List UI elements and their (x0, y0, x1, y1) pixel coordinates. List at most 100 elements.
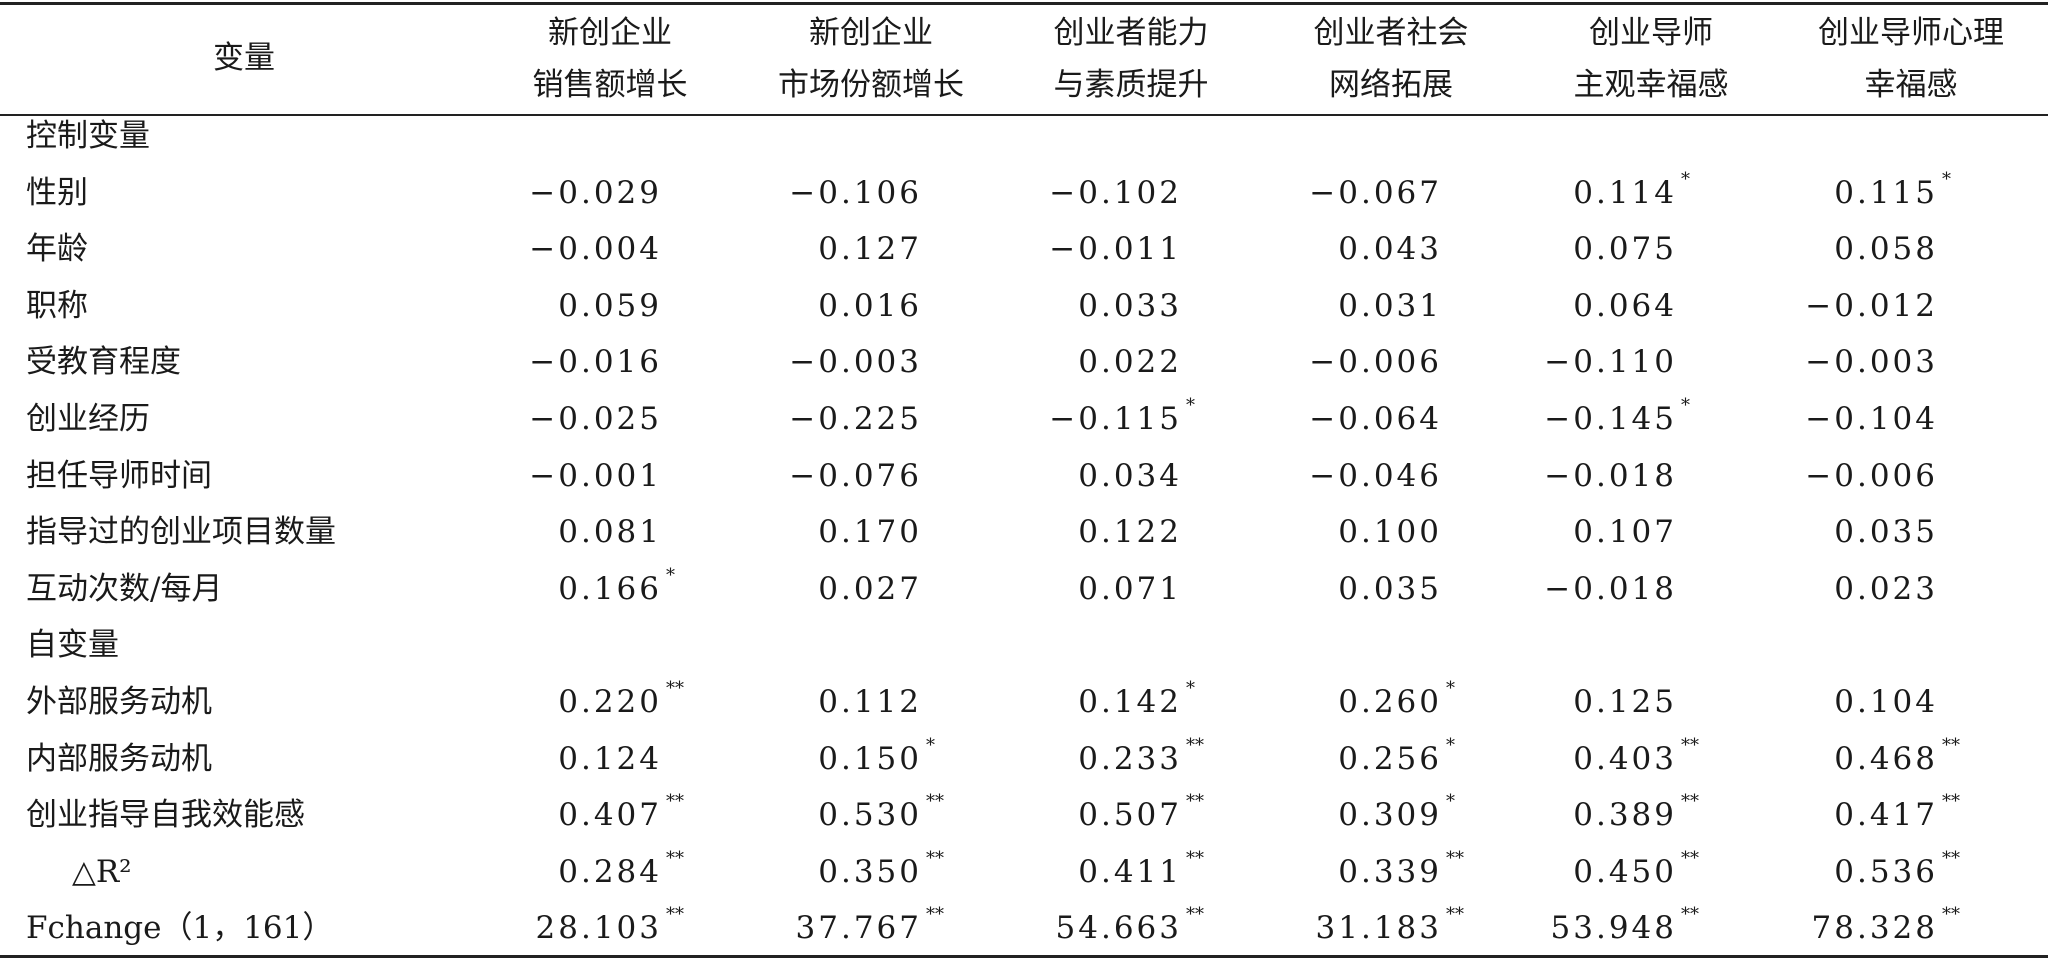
cell-value: −0.016 (529, 344, 662, 381)
significance-mark: * (1186, 678, 1195, 699)
cell-value: 0.075 (1573, 231, 1677, 268)
column-header: 幸福感 (1864, 67, 1958, 103)
cell-value: 0.389 (1573, 797, 1677, 834)
cell-value: 0.071 (1078, 570, 1182, 607)
cell-value: 0.035 (1834, 514, 1938, 551)
row-label: 创业经历 (26, 401, 150, 437)
cell-value: −0.003 (1805, 344, 1938, 381)
cell-value: −0.006 (1309, 344, 1442, 381)
cell-value: −0.064 (1309, 401, 1442, 437)
row-label: 受教育程度 (26, 344, 181, 381)
cell-value: −0.076 (789, 457, 922, 494)
cell-value: 0.256 (1338, 740, 1442, 777)
cell-value: 37.767 (795, 910, 922, 947)
column-header: 新创企业 (809, 15, 933, 51)
cell-value: −0.225 (789, 401, 922, 437)
header-rule (0, 114, 2048, 116)
cell-value: −0.006 (1805, 457, 1938, 494)
cell-value: 0.260 (1338, 684, 1442, 720)
cell-value: −0.046 (1309, 457, 1442, 494)
cell-value: 0.403 (1573, 740, 1677, 777)
cell-value: 0.058 (1834, 231, 1938, 268)
cell-value: −0.001 (529, 457, 662, 494)
significance-mark: ** (1681, 847, 1699, 869)
cell-value: 0.033 (1078, 287, 1182, 324)
cell-value: 0.064 (1573, 287, 1677, 324)
row-label: 互动次数/每月 (26, 570, 223, 607)
cell-value: 0.536 (1834, 853, 1938, 890)
column-header: 网络拓展 (1329, 67, 1453, 103)
cell-value: 0.350 (818, 853, 922, 890)
column-header: 新创企业 (548, 15, 672, 51)
significance-mark: ** (1681, 904, 1699, 926)
significance-mark: * (666, 564, 675, 586)
cell-value: 0.411 (1078, 853, 1182, 890)
row-label: △R² (72, 853, 132, 890)
cell-value: 0.031 (1338, 287, 1442, 324)
significance-mark: * (1186, 395, 1195, 416)
row-label: 担任导师时间 (26, 457, 212, 494)
cell-value: 0.142 (1078, 684, 1182, 720)
cell-value: 0.220 (558, 684, 662, 720)
significance-mark: * (1446, 678, 1455, 699)
cell-value: 0.115 (1834, 174, 1938, 211)
significance-mark: * (1681, 395, 1690, 416)
column-header: 销售额增长 (532, 67, 688, 103)
cell-value: 0.507 (1078, 797, 1182, 834)
cell-value: 0.450 (1573, 853, 1677, 890)
significance-mark: ** (1186, 904, 1204, 926)
cell-value: 0.035 (1338, 570, 1442, 607)
cell-value: −0.018 (1544, 457, 1677, 494)
significance-mark: ** (1446, 847, 1464, 869)
column-header: 主观幸福感 (1573, 67, 1729, 103)
significance-mark: ** (926, 847, 944, 869)
significance-mark: * (926, 734, 935, 756)
cell-value: 0.114 (1573, 174, 1677, 211)
cell-value: 0.027 (818, 570, 922, 607)
cell-value: 0.309 (1338, 797, 1442, 834)
cell-value: 0.043 (1338, 231, 1442, 268)
cell-value: 0.107 (1573, 514, 1677, 551)
cell-value: 53.948 (1550, 910, 1677, 947)
cell-value: −0.067 (1309, 174, 1442, 211)
cell-value: 0.407 (558, 797, 662, 834)
cell-value: 0.122 (1078, 514, 1182, 551)
significance-mark: ** (1186, 847, 1204, 869)
cell-value: 0.034 (1078, 457, 1182, 494)
cell-value: 0.100 (1338, 514, 1442, 551)
significance-mark: ** (666, 847, 684, 869)
row-label: 职称 (26, 287, 88, 324)
cell-value: −0.029 (529, 174, 662, 211)
significance-mark: ** (666, 678, 684, 699)
cell-value: −0.018 (1544, 570, 1677, 607)
cell-value: 0.124 (558, 740, 662, 777)
cell-value: 0.166 (558, 570, 662, 607)
cell-value: 0.081 (558, 514, 662, 551)
row-label: 外部服务动机 (26, 684, 212, 720)
significance-mark: ** (1681, 734, 1699, 756)
cell-value: −0.104 (1805, 401, 1938, 437)
significance-mark: ** (666, 791, 684, 813)
section-label: 自变量 (26, 627, 119, 664)
cell-value: 54.663 (1055, 910, 1182, 947)
row-label: 内部服务动机 (26, 740, 212, 777)
significance-mark: ** (926, 791, 944, 813)
cell-value: 0.023 (1834, 570, 1938, 607)
significance-mark: * (1942, 168, 1951, 190)
column-header: 创业者能力 (1053, 15, 1209, 51)
cell-value: 0.104 (1834, 684, 1938, 720)
cell-value: −0.115 (1049, 401, 1182, 437)
cell-value: 0.339 (1338, 853, 1442, 890)
cell-value: 0.022 (1078, 344, 1182, 381)
cell-value: 0.233 (1078, 740, 1182, 777)
significance-mark: ** (1942, 904, 1960, 926)
row-label: 指导过的创业项目数量 (26, 514, 336, 551)
cell-value: −0.003 (789, 344, 922, 381)
corner-header: 变量 (213, 40, 275, 76)
bottom-rule (0, 955, 2048, 958)
cell-value: −0.012 (1805, 287, 1938, 324)
cell-value: −0.106 (789, 174, 922, 211)
cell-value: 0.530 (818, 797, 922, 834)
significance-mark: ** (666, 904, 684, 926)
